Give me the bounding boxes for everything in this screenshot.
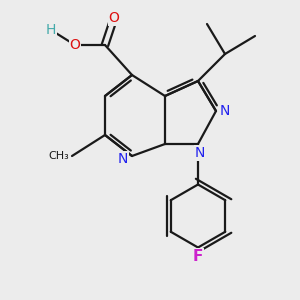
Text: N: N	[118, 152, 128, 166]
Text: N: N	[194, 146, 205, 160]
Text: F: F	[193, 249, 203, 264]
Text: O: O	[70, 38, 80, 52]
Text: O: O	[109, 11, 119, 25]
Text: N: N	[220, 104, 230, 118]
Text: H: H	[46, 23, 56, 37]
Text: CH₃: CH₃	[48, 151, 69, 161]
